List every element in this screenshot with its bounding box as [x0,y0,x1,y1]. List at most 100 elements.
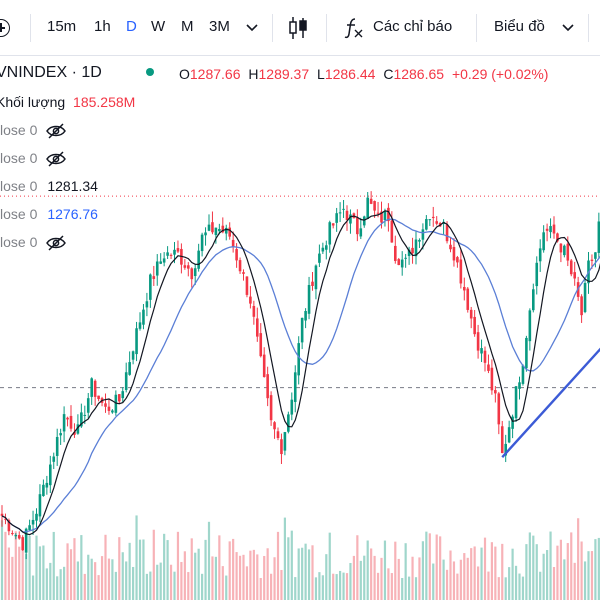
volume-bar [132,566,135,600]
volume-bar [452,561,456,600]
candle-body [435,221,438,224]
indicator-row[interactable]: lose 0 [0,234,67,251]
candle-body [535,262,539,287]
candle-body [155,261,159,276]
candle-body [349,214,352,224]
candle-body [14,534,18,537]
candle-body [538,248,542,262]
candle-body [594,252,597,259]
volume-value: 185.258M [73,94,136,110]
eye-off-icon[interactable] [45,151,67,167]
candle-body [218,228,221,232]
candle-body [42,484,45,497]
add-symbol-icon[interactable] [0,19,10,37]
candle-body [224,227,228,234]
chevron-down-icon[interactable] [562,24,574,32]
candle-body [556,233,559,242]
indicator-row[interactable]: lose 0 1281.34 [0,178,98,194]
candle-body [483,350,487,363]
indicators-button[interactable]: Các chỉ báo [373,18,453,35]
volume-bar [301,547,304,600]
volume-bar [404,543,407,600]
volume-bar [390,573,393,600]
indicator-label: lose 0 [0,122,38,138]
interval-15m[interactable]: 15m [47,18,77,35]
candle-body [97,395,100,400]
candle-body [138,322,142,329]
volume-bar [49,562,52,600]
volume-bar [232,538,235,600]
volume-bar [383,540,387,600]
volume-bar [287,537,290,600]
chart-type-button[interactable]: Biểu đồ [494,18,545,35]
indicator-row[interactable]: lose 0 [0,122,67,139]
eye-off-icon[interactable] [45,235,67,251]
candle-body [373,201,376,211]
high-label: H [248,66,259,82]
volume-bar [370,548,373,600]
interval-month[interactable]: M [181,18,194,35]
candle-body [142,309,145,325]
volume-bar [118,537,121,600]
indicator-row[interactable]: lose 0 1276.76 [0,206,98,222]
ma-long-line [1,218,600,533]
candle-body [328,222,332,245]
volume-bar [566,543,569,600]
volume-bar [373,555,376,600]
volume-bar [104,534,107,600]
candle-body [128,362,131,375]
symbol-title[interactable]: VNINDEX · 1D [0,64,102,81]
volume-bar [376,572,380,600]
volume-bar [270,573,273,600]
candle-body [200,234,204,252]
volume-bar [532,535,535,600]
volume-bar [94,562,97,600]
volume-bar [432,563,435,600]
volume-bar [449,550,452,600]
candle-body [152,276,156,279]
volume-bar [149,571,152,600]
candle-body [90,378,93,397]
candle-body [114,394,118,413]
candle-body [369,198,373,204]
volume-bar [556,545,559,600]
candle-body [304,310,307,321]
candle-body [228,227,231,237]
eye-off-icon[interactable] [45,123,67,139]
candle-body [507,427,511,443]
candle-body [55,436,59,456]
volume-bar [125,561,128,600]
indicator-row[interactable]: lose 0 [0,150,67,167]
interval-3-months[interactable]: 3M [209,18,230,35]
volume-bar [42,545,45,600]
volume-bar [380,557,383,600]
volume-bar [63,566,66,600]
candle-body [476,332,480,351]
volume-bar [173,571,176,600]
indicators-icon[interactable] [343,16,365,40]
volume-bar [280,569,283,600]
candle-body [107,406,111,411]
chevron-down-icon[interactable] [246,24,258,32]
volume-bar [577,518,580,600]
candles-icon[interactable] [288,16,308,40]
price-chart[interactable] [0,56,600,600]
candle-body [21,537,24,551]
candle-body [24,528,28,553]
candle-body [69,415,73,429]
interval-week[interactable]: W [151,18,166,35]
candle-body [597,221,600,253]
interval-1h[interactable]: 1h [94,18,111,35]
candle-body [242,272,245,274]
volume-bar [183,551,186,600]
volume-bar [411,556,414,600]
candle-body [383,211,387,221]
indicator-label: lose 0 [0,206,38,222]
volume-bar [259,577,262,600]
volume-bar [514,565,518,600]
volume-bar [445,569,449,600]
interval-day[interactable]: D [126,18,137,35]
volume-bar [325,554,328,600]
volume-bar [111,559,114,600]
candle-body [145,301,149,308]
